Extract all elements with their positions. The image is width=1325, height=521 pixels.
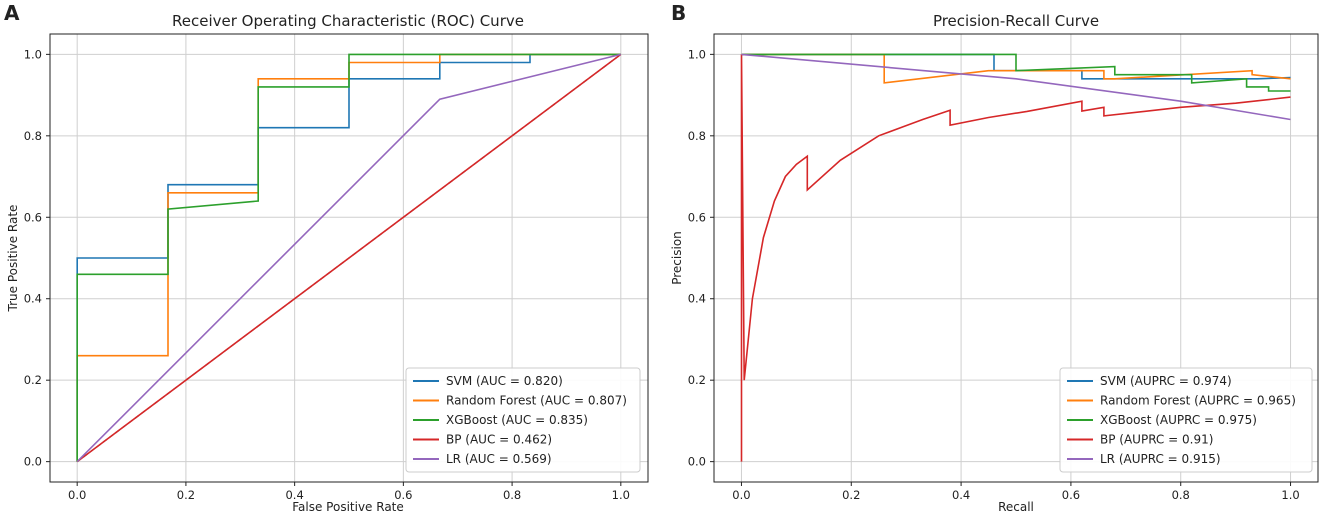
pr-legend-label-lr: LR (AUPRC = 0.915)	[1100, 452, 1221, 466]
roc-legend-label-bp: BP (AUC = 0.462)	[446, 433, 552, 447]
roc-x-tick-label: 0.8	[503, 488, 521, 502]
panel-letter-b: B	[671, 1, 686, 25]
roc-grid	[50, 34, 648, 482]
roc-legend: SVM (AUC = 0.820) Random Forest (AUC = 0.…	[405, 367, 641, 473]
pr-legend-label-xgboost: XGBoost (AUPRC = 0.975)	[1100, 413, 1257, 427]
panel-letter-a: A	[4, 1, 20, 25]
pr-title: Precision-Recall Curve	[933, 12, 1099, 30]
pr-ticks: 0.0 0.2 0.4 0.6 0.8 1.0 0.0 0.2 0.4 0.6 0.8 1.0	[688, 47, 1300, 502]
roc-y-tick-label: 0.0	[24, 455, 42, 469]
pr-y-tick-label: 1.0	[688, 47, 706, 61]
roc-legend-label-random-forest: Random Forest (AUC = 0.807)	[446, 394, 627, 408]
pr-plot-frame	[713, 33, 1319, 483]
pr-x-tick-label: 0.8	[1172, 488, 1190, 502]
roc-x-tick-label: 0.4	[285, 488, 303, 502]
roc-y-axis-label: True Positive Rate	[6, 205, 20, 313]
pr-series-bp	[740, 54, 1291, 462]
pr-x-tick-label: 0.6	[1062, 488, 1080, 502]
pr-x-tick-label: 0.0	[732, 488, 750, 502]
pr-legend-label-random-forest: Random Forest (AUPRC = 0.965)	[1100, 394, 1296, 408]
roc-series-random-forest	[76, 53, 621, 462]
pr-legend-label-svm: SVM (AUPRC = 0.974)	[1100, 374, 1232, 388]
pr-y-tick-label: 0.8	[688, 129, 706, 143]
pr-y-tick-label: 0.4	[688, 292, 706, 306]
roc-y-tick-label: 1.0	[24, 47, 42, 61]
roc-x-tick-label: 0.2	[177, 488, 195, 502]
pr-series-svm	[741, 53, 1291, 80]
roc-panel: A Receiver Operating Characteristic (ROC…	[4, 1, 649, 514]
roc-x-tick-label: 0.6	[394, 488, 412, 502]
roc-title: Receiver Operating Characteristic (ROC) …	[172, 12, 524, 30]
roc-x-tick-label: 1.0	[612, 488, 630, 502]
pr-series-xgboost	[741, 53, 1291, 92]
roc-x-tick-label: 0.0	[68, 488, 86, 502]
roc-series	[76, 53, 622, 463]
roc-series-bp	[76, 53, 622, 463]
roc-series-xgboost	[76, 53, 621, 462]
pr-legend-box	[1059, 367, 1313, 473]
pr-y-tick-label: 0.0	[688, 455, 706, 469]
pr-x-tick-label: 0.4	[952, 488, 970, 502]
roc-y-tick-label: 0.8	[24, 129, 42, 143]
pr-series	[740, 53, 1291, 462]
roc-legend-label-lr: LR (AUC = 0.569)	[446, 452, 552, 466]
pr-x-axis-label: Recall	[998, 500, 1034, 514]
pr-legend: SVM (AUPRC = 0.974) Random Forest (AUPRC …	[1059, 367, 1313, 473]
pr-legend-label-bp: BP (AUPRC = 0.91)	[1100, 433, 1213, 447]
roc-y-tick-label: 0.4	[24, 292, 42, 306]
roc-y-tick-label: 0.2	[24, 373, 42, 387]
pr-series-random-forest	[741, 53, 1291, 84]
roc-ticks: 0.0 0.2 0.4 0.6 0.8 1.0 0.0 0.2 0.4 0.6 0.8 1.0	[24, 47, 630, 502]
roc-legend-label-svm: SVM (AUC = 0.820)	[446, 374, 563, 388]
roc-plot-frame	[49, 33, 649, 483]
pr-y-tick-label: 0.2	[688, 373, 706, 387]
pr-y-axis-label: Precision	[670, 231, 684, 285]
roc-legend-box	[405, 367, 641, 473]
roc-x-axis-label: False Positive Rate	[292, 500, 404, 514]
pr-series-lr	[741, 53, 1291, 121]
roc-y-tick-label: 0.6	[24, 210, 42, 224]
pr-panel: B Precision-Recall Curve Recall Precisio…	[670, 1, 1319, 514]
pr-x-tick-label: 1.0	[1281, 488, 1299, 502]
pr-x-tick-label: 0.2	[842, 488, 860, 502]
pr-y-tick-label: 0.6	[688, 210, 706, 224]
roc-legend-label-xgboost: XGBoost (AUC = 0.835)	[446, 413, 588, 427]
roc-series-lr	[76, 53, 621, 463]
